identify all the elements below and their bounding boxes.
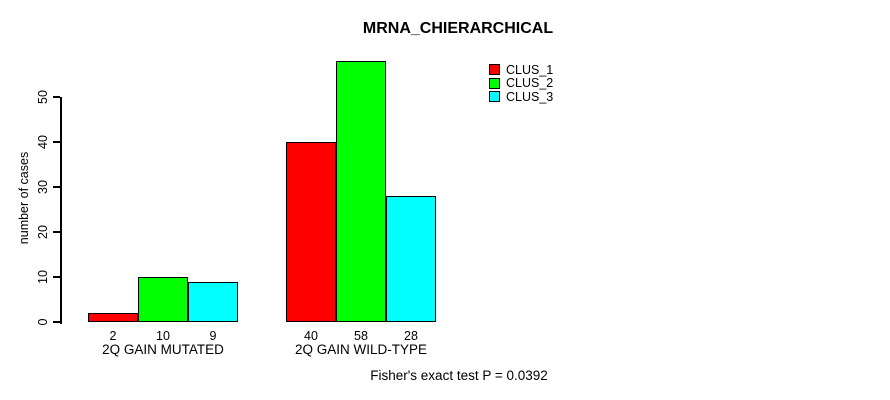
bar-clus-2-group2 (336, 61, 386, 322)
pvalue-annotation: Fisher's exact test P = 0.0392 (370, 368, 548, 383)
legend-label-clus-3: CLUS_3 (506, 89, 554, 104)
y-tick-mark (53, 231, 60, 233)
y-tick-label: 0 (36, 318, 50, 326)
legend: CLUS_1 CLUS_2 CLUS_3 (489, 62, 554, 104)
bar-value-label: 10 (156, 329, 170, 343)
legend-swatch-clus-2 (489, 77, 500, 89)
y-tick-label: 30 (36, 180, 50, 194)
legend-swatch-clus-1 (489, 64, 500, 76)
bar-clus-3-group2 (386, 196, 436, 322)
x-category-label: 2Q GAIN MUTATED (102, 342, 224, 357)
bar-value-label: 2 (109, 329, 117, 343)
y-axis-title: number of cases (17, 151, 31, 245)
chart-title: MRNA_CHIERARCHICAL (362, 20, 554, 37)
y-tick-mark (53, 141, 60, 143)
legend-label-clus-2: CLUS_2 (506, 76, 554, 91)
bar-value-label: 58 (354, 329, 368, 343)
y-tick-mark (53, 186, 60, 188)
bar-clus-3-group1 (188, 281, 238, 322)
bar-clus-1-group2 (286, 142, 336, 322)
y-tick-mark (53, 96, 60, 98)
y-tick-mark (53, 321, 60, 323)
legend-swatch-clus-3 (489, 91, 500, 103)
bar-clus-1-group1 (88, 313, 138, 322)
bar-value-label: 28 (404, 329, 418, 343)
y-axis-line (60, 97, 62, 324)
y-tick-label: 50 (36, 90, 50, 104)
bar-clus-2-group1 (138, 277, 188, 322)
x-category-label: 2Q GAIN WILD-TYPE (294, 342, 428, 357)
y-tick-label: 40 (36, 135, 50, 149)
legend-label-clus-1: CLUS_1 (506, 62, 554, 77)
y-tick-mark (53, 276, 60, 278)
legend-item-clus-1: CLUS_1 (489, 62, 554, 77)
y-tick-label: 10 (36, 270, 50, 284)
legend-item-clus-3: CLUS_3 (489, 89, 554, 104)
bar-value-label: 40 (304, 329, 318, 343)
bar-value-label: 9 (209, 329, 217, 343)
y-tick-label: 20 (36, 225, 50, 239)
legend-item-clus-2: CLUS_2 (489, 76, 554, 91)
